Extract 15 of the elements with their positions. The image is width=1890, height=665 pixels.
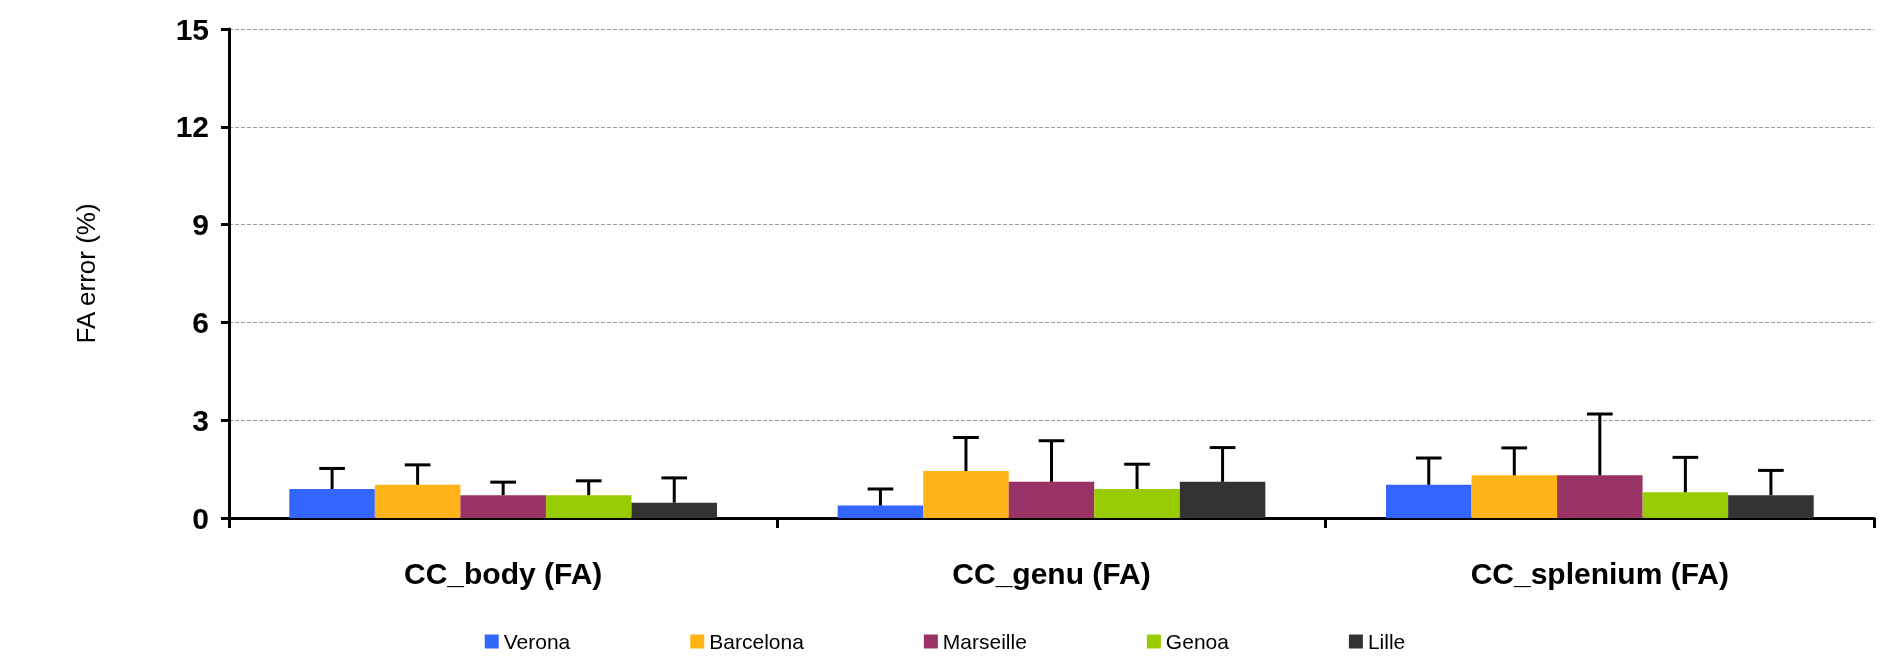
y-tick-label: 15 [175,12,209,46]
legend-label: Marseille [942,630,1027,653]
x-tick-label: CC_body (FA) [404,556,603,590]
x-tick-label: CC_splenium (FA) [1470,556,1730,590]
y-tick-label: 9 [192,208,209,242]
legend-label: Verona [503,630,571,653]
legend-label: Barcelona [709,630,805,653]
legend-label: Genoa [1165,630,1230,653]
y-tick-label: 0 [192,501,209,535]
y-tick-label: 6 [192,305,209,339]
x-tick-label: CC_genu (FA) [952,556,1151,590]
y-tick-label: 3 [192,403,209,437]
legend-label: Lille [1367,630,1406,653]
y-axis-title: FA error (%) [71,203,101,344]
y-tick-label: 12 [175,110,209,144]
